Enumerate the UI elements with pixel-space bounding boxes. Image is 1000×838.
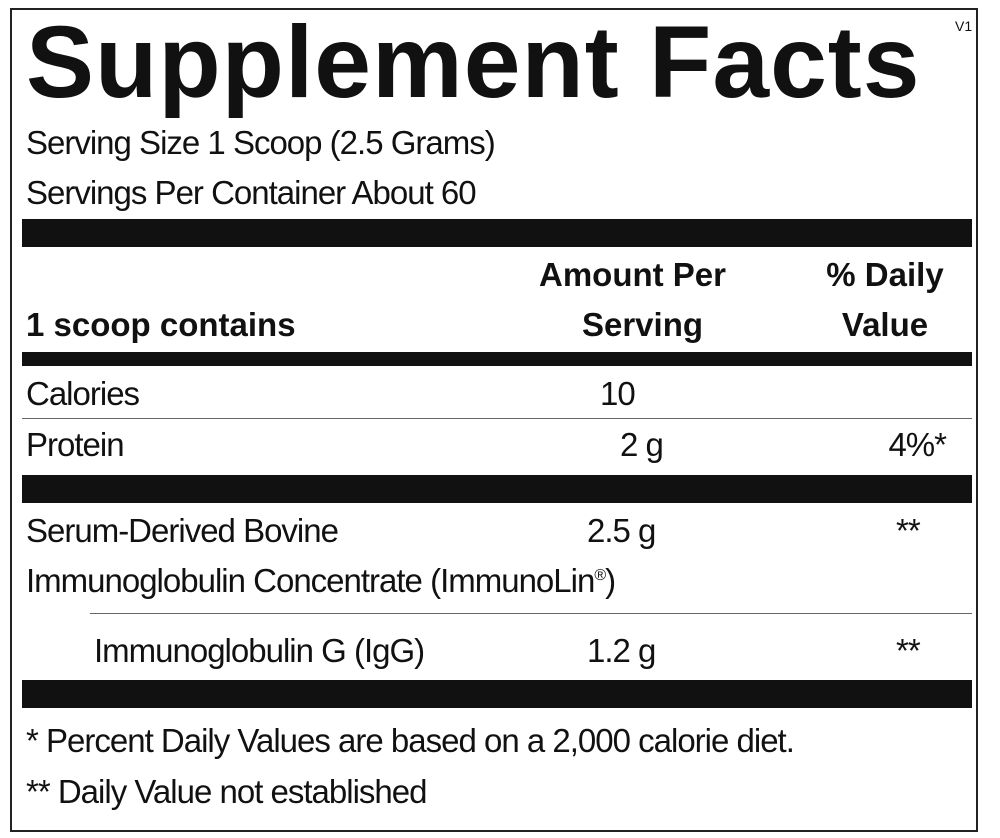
footnote-daily-values: * Percent Daily Values are based on a 2,…: [26, 722, 795, 759]
footnote-not-established: ** Daily Value not established: [26, 773, 427, 810]
ingredient-name-suffix: ): [605, 562, 616, 599]
header-dv-line1: % Daily: [826, 256, 944, 293]
divider-bar: [22, 352, 972, 366]
divider-bar: [22, 219, 972, 247]
nutrient-name: Protein: [26, 426, 125, 463]
ingredient-name: Immunoglobulin G (IgG): [94, 632, 425, 669]
sub-row-divider: [90, 613, 972, 614]
servings-per-container: Servings Per Container About 60: [26, 174, 477, 211]
divider-bar: [22, 475, 972, 503]
ingredient-amount: 2.5 g: [587, 512, 656, 549]
row-divider: [22, 418, 972, 419]
nutrient-amount: 10: [600, 375, 636, 412]
header-dv-line2: Value: [841, 306, 929, 343]
nutrient-dv: 4%*: [888, 426, 947, 463]
serving-size: Serving Size 1 Scoop (2.5 Grams): [26, 124, 496, 161]
ingredient-name-line1: Serum-Derived Bovine: [26, 512, 339, 549]
registered-mark: ®: [594, 567, 606, 584]
ingredient-amount: 1.2 g: [587, 632, 656, 669]
header-amount-line1: Amount Per: [538, 256, 726, 293]
ingredient-dv: **: [896, 632, 921, 669]
divider-bar: [22, 680, 972, 708]
header-amount-line2: Serving: [581, 306, 704, 343]
nutrient-amount: 2 g: [620, 426, 664, 463]
header-serving: 1 scoop contains: [26, 306, 296, 343]
ingredient-dv: **: [896, 512, 921, 549]
ingredient-name-text: Immunoglobulin Concentrate (ImmunoLin: [26, 562, 595, 599]
nutrient-name: Calories: [26, 375, 140, 412]
version-mark: V1: [955, 18, 973, 34]
label-title: Supplement Facts: [26, 5, 921, 119]
ingredient-name-line2: Immunoglobulin Concentrate (ImmunoLin®): [26, 562, 616, 599]
label-border: [10, 8, 978, 832]
